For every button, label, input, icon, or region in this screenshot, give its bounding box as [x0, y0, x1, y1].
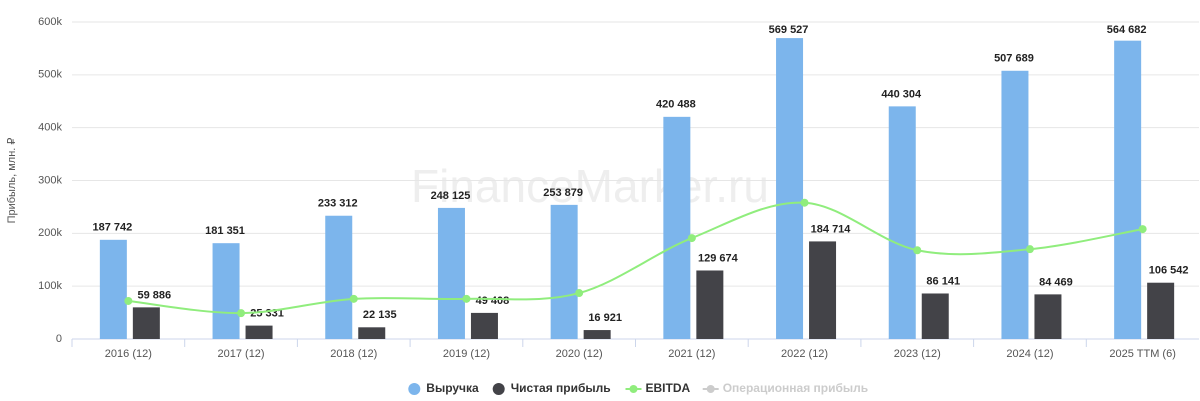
value-label: 22 135: [363, 309, 397, 321]
bar: [921, 293, 949, 339]
value-label: 187 742: [92, 222, 132, 234]
bar: [663, 116, 691, 340]
legend-marker: [629, 385, 638, 393]
bar: [696, 270, 724, 339]
bar: [470, 312, 498, 339]
point: [462, 294, 471, 303]
point: [687, 234, 696, 243]
bar: [325, 215, 353, 339]
value-label: 233 312: [318, 198, 358, 210]
y-tick-label: 500k: [38, 69, 62, 81]
value-label: 181 351: [205, 225, 245, 237]
y-tick-label: 400k: [38, 122, 62, 134]
bar: [212, 243, 240, 339]
x-tick-label: 2023 (12): [894, 348, 941, 360]
value-label: 248 125: [431, 190, 471, 202]
legend-marker: [492, 383, 505, 395]
x-tick-label: 2017 (12): [218, 348, 265, 360]
legend-label[interactable]: Операционная прибыль: [723, 381, 868, 395]
legend-label[interactable]: EBITDA: [646, 381, 691, 395]
value-label: 569 527: [769, 24, 809, 36]
value-label: 86 141: [926, 275, 960, 287]
legend-marker: [408, 383, 421, 395]
point: [800, 198, 809, 207]
x-tick-label: 2018 (12): [330, 348, 377, 360]
point: [124, 296, 133, 305]
watermark: FinanceMarker.ru: [411, 160, 769, 212]
value-label: 106 542: [1149, 265, 1189, 277]
legend-marker: [706, 385, 715, 393]
bar: [1147, 282, 1175, 339]
value-label: 507 689: [994, 53, 1034, 65]
y-tick-label: 0: [56, 333, 62, 345]
legend-label[interactable]: Чистая прибыль: [511, 381, 611, 395]
value-label: 564 682: [1107, 24, 1147, 36]
bar: [809, 241, 837, 339]
value-label: 129 674: [698, 252, 739, 264]
value-label: 440 304: [881, 88, 922, 100]
bar: [1034, 294, 1062, 339]
x-tick-label: 2020 (12): [556, 348, 603, 360]
bar: [99, 239, 127, 339]
point: [913, 246, 922, 255]
bar: [132, 307, 160, 339]
bar: [888, 106, 916, 340]
bar: [245, 325, 273, 339]
legend-label[interactable]: Выручка: [426, 381, 479, 395]
y-tick-label: 200k: [38, 227, 62, 239]
x-tick-label: 2022 (12): [781, 348, 828, 360]
bar: [358, 327, 386, 339]
value-label: 253 879: [543, 187, 583, 199]
y-tick-label: 600k: [38, 16, 62, 28]
x-tick-label: 2016 (12): [105, 348, 152, 360]
bar: [776, 38, 804, 339]
x-tick-label: 2021 (12): [668, 348, 715, 360]
value-label: 84 469: [1039, 276, 1073, 288]
point: [1025, 245, 1034, 254]
bar: [1001, 70, 1029, 339]
y-tick-label: 300k: [38, 174, 62, 186]
bar: [437, 207, 465, 339]
value-label: 59 886: [138, 289, 172, 301]
value-label: 16 921: [588, 312, 622, 324]
y-tick-label: 100k: [38, 280, 62, 292]
bar: [583, 330, 611, 339]
point: [237, 309, 246, 318]
value-label: 420 488: [656, 99, 696, 111]
x-tick-label: 2024 (12): [1006, 348, 1053, 360]
y-axis-label: Прибыль, млн. ₽: [6, 138, 18, 224]
bar: [550, 204, 578, 339]
x-tick-label: 2025 TTM (6): [1109, 348, 1175, 360]
point: [349, 294, 358, 303]
line: [128, 201, 1143, 315]
point: [575, 289, 584, 298]
point: [1138, 225, 1147, 234]
value-label: 49 408: [476, 295, 510, 307]
value-label: 184 714: [811, 223, 852, 235]
x-tick-label: 2019 (12): [443, 348, 490, 360]
bar: [1114, 40, 1142, 340]
